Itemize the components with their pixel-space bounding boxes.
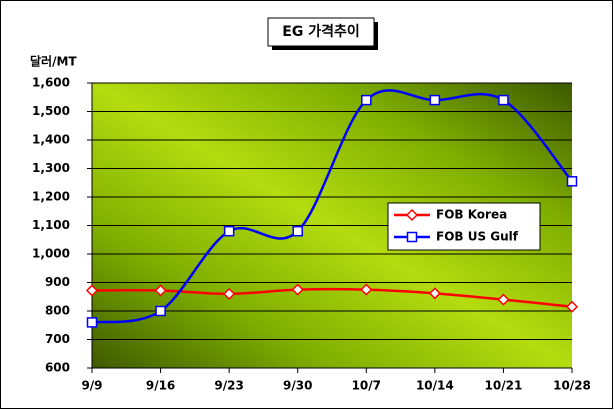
x-tick-label: 10/21 bbox=[485, 379, 523, 393]
y-tick-label: 900 bbox=[45, 275, 70, 289]
y-tick-label: 1,000 bbox=[32, 247, 70, 261]
point-marker bbox=[566, 176, 578, 187]
point-marker bbox=[498, 94, 509, 106]
x-tick-label: 9/23 bbox=[214, 379, 243, 393]
point-marker bbox=[405, 208, 419, 222]
y-tick-label: 1,100 bbox=[32, 218, 70, 232]
y-tick-label: 1,600 bbox=[32, 76, 70, 90]
point-marker bbox=[85, 284, 99, 297]
x-tick-label: 9/9 bbox=[81, 379, 102, 393]
y-tick-label: 1,400 bbox=[32, 133, 70, 147]
point-marker bbox=[223, 287, 236, 300]
point-marker bbox=[361, 94, 372, 106]
series-line bbox=[91, 287, 573, 308]
point-marker bbox=[565, 300, 579, 313]
point-marker bbox=[155, 305, 166, 317]
y-tick-label: 1,200 bbox=[32, 190, 70, 204]
x-tick-label: 9/16 bbox=[146, 379, 175, 393]
y-tick-label: 1,500 bbox=[32, 104, 70, 118]
y-tick-label: 700 bbox=[45, 332, 70, 346]
y-tick-label: 800 bbox=[45, 304, 70, 318]
point-marker bbox=[429, 94, 441, 106]
y-tick-label: 1,300 bbox=[32, 161, 70, 175]
point-marker bbox=[406, 231, 418, 243]
point-marker bbox=[86, 317, 98, 328]
chart-title: EG 가격추이 bbox=[282, 23, 359, 40]
point-marker bbox=[154, 284, 167, 297]
point-marker bbox=[360, 283, 373, 296]
point-marker bbox=[497, 293, 510, 306]
legend-label: FOB US Gulf bbox=[436, 230, 519, 244]
y-axis-label: 달러/MT bbox=[30, 54, 77, 69]
point-marker bbox=[428, 287, 441, 300]
point-marker bbox=[223, 225, 235, 237]
x-tick-label: 9/30 bbox=[283, 379, 312, 393]
x-tick-label: 10/28 bbox=[553, 379, 591, 393]
point-marker bbox=[292, 225, 303, 237]
x-tick-label: 10/14 bbox=[416, 379, 454, 393]
y-tick-label: 600 bbox=[45, 361, 70, 375]
x-tick-label: 10/7 bbox=[352, 379, 381, 393]
title-box bbox=[267, 17, 375, 47]
legend-label: FOB Korea bbox=[436, 208, 507, 222]
point-marker bbox=[291, 283, 304, 296]
